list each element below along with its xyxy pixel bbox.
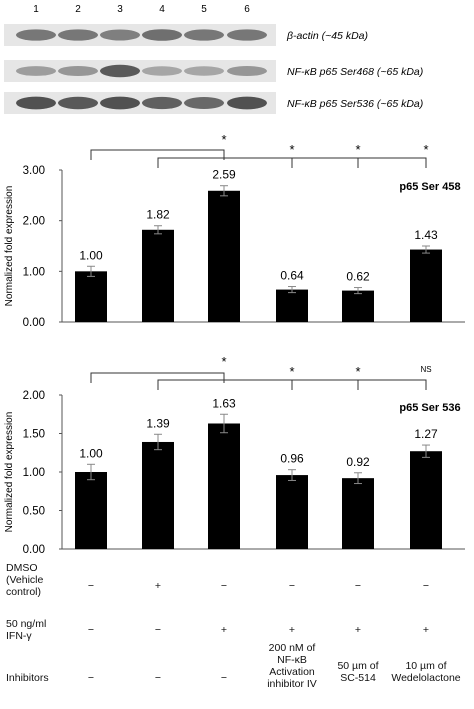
bar — [142, 441, 174, 549]
ifn-cell: + — [354, 624, 362, 636]
data-label: 0.64 — [280, 269, 304, 283]
dmso-cell: − — [288, 580, 296, 592]
dmso-cell: − — [87, 580, 95, 592]
ifn-cell: + — [220, 624, 228, 636]
data-label: 1.82 — [146, 208, 170, 222]
blot-band — [184, 29, 224, 41]
y-tick-label: 3.00 — [23, 165, 45, 177]
chart-p65-ser536: 0.00 0.50 1.00 1.50 2.00 Normalized fold expr… — [4, 354, 465, 556]
data-label: 0.92 — [346, 455, 370, 469]
blot-band — [184, 97, 224, 109]
dmso-cell: + — [154, 580, 162, 592]
blot-band — [227, 65, 267, 77]
blot-band — [100, 64, 140, 78]
blot-band — [184, 66, 224, 76]
blot-band — [142, 29, 182, 41]
data-label: 1.63 — [212, 396, 236, 410]
ifn-cell: + — [288, 624, 296, 636]
significance-marker: * — [355, 142, 360, 157]
significance-marker: * — [289, 364, 294, 379]
significance-marker: NS — [420, 365, 431, 374]
data-label: 0.62 — [346, 270, 370, 284]
y-tick-label: 0.00 — [23, 544, 45, 556]
data-label: 1.43 — [414, 228, 438, 242]
bar — [75, 271, 107, 322]
bar — [410, 451, 442, 549]
bar — [276, 475, 308, 549]
chart-p65-ser458: 0.00 1.00 2.00 3.00 Normalized fold expressi… — [4, 132, 465, 329]
inhibitor-cell: − — [154, 672, 162, 684]
blot-band — [16, 66, 56, 76]
y-tick-label: 0.50 — [23, 506, 45, 518]
significance-bracket — [90, 372, 225, 383]
ifn-cell: + — [422, 624, 430, 636]
significance-marker: * — [423, 142, 428, 157]
y-tick-label: 0.00 — [23, 317, 45, 329]
inhibitor-cell: 50 µm of SC-514 — [337, 660, 379, 684]
y-axis-label: Normalized fold expression — [4, 412, 15, 533]
blot-band — [142, 96, 182, 110]
y-axis-label: Normalized fold expression — [4, 186, 15, 307]
blot-band — [142, 66, 182, 76]
significance-bracket — [90, 149, 225, 160]
significance-marker: * — [355, 364, 360, 379]
bar — [276, 289, 308, 322]
chart-title: p65 Ser 458 — [399, 181, 460, 193]
data-label: 2.59 — [212, 168, 236, 182]
inhibitor-cell: − — [87, 672, 95, 684]
lane-number: 5 — [201, 4, 207, 15]
significance-marker: * — [221, 132, 226, 147]
lane-number: 6 — [244, 4, 250, 15]
lane-number: 2 — [75, 4, 81, 15]
blot-band — [100, 96, 140, 110]
data-label: 1.39 — [146, 416, 170, 430]
significance-marker: * — [289, 142, 294, 157]
y-tick-label: 1.00 — [23, 266, 45, 278]
ifn-cell: − — [87, 624, 95, 636]
lane-number: 1 — [33, 4, 39, 15]
ifn-cell: − — [154, 624, 162, 636]
data-label: 1.00 — [79, 248, 103, 262]
inhibitor-cell: 10 µm of Wedelolactone — [391, 660, 461, 684]
bar — [142, 229, 174, 322]
inhibitor-cell: 200 nM of NF-κB Activation inhibitor IV — [267, 642, 317, 690]
blot-band — [58, 29, 98, 41]
data-label: 1.27 — [414, 427, 438, 441]
blot-band — [58, 65, 98, 77]
bar — [75, 472, 107, 549]
blot-row-label: β-actin (~45 kDa) — [286, 30, 368, 42]
blot-band — [58, 96, 98, 110]
dmso-cell: − — [422, 580, 430, 592]
blot-band — [100, 29, 140, 41]
blot-band — [16, 29, 56, 41]
blot-band — [16, 96, 56, 110]
dmso-label: DMSO (Vehicle control) — [6, 562, 44, 598]
bar — [410, 249, 442, 322]
blot-row-label: NF-κB p65 Ser468 (~65 kDa) — [287, 66, 423, 78]
y-tick-label: 1.50 — [23, 429, 45, 441]
y-tick-label: 1.00 — [23, 467, 45, 479]
dmso-cell: − — [220, 580, 228, 592]
inhibitors-label: Inhibitors — [6, 672, 49, 684]
y-tick-label: 2.00 — [23, 390, 45, 402]
bar — [208, 190, 240, 322]
blot-band — [227, 96, 267, 110]
bar — [342, 478, 374, 549]
inhibitor-cell: − — [220, 672, 228, 684]
significance-marker: * — [221, 354, 226, 369]
lane-number: 3 — [117, 4, 123, 15]
bar — [342, 290, 374, 322]
bar — [208, 423, 240, 549]
y-tick-label: 2.00 — [23, 216, 45, 228]
blot-band — [227, 29, 267, 41]
lane-number: 4 — [159, 4, 165, 15]
western-blot-panel: 1 2 3 4 5 6 β-actin (~45 kDa) NF-κB p65 Ser468 … — [4, 4, 423, 114]
data-label: 1.00 — [79, 446, 103, 460]
blot-row-label: NF-κB p65 Ser536 (~65 kDa) — [287, 98, 423, 110]
dmso-cell: − — [354, 580, 362, 592]
data-label: 0.96 — [280, 452, 304, 466]
ifn-label: 50 ng/ml IFN-γ — [6, 618, 47, 642]
chart-title: p65 Ser 536 — [399, 402, 460, 414]
